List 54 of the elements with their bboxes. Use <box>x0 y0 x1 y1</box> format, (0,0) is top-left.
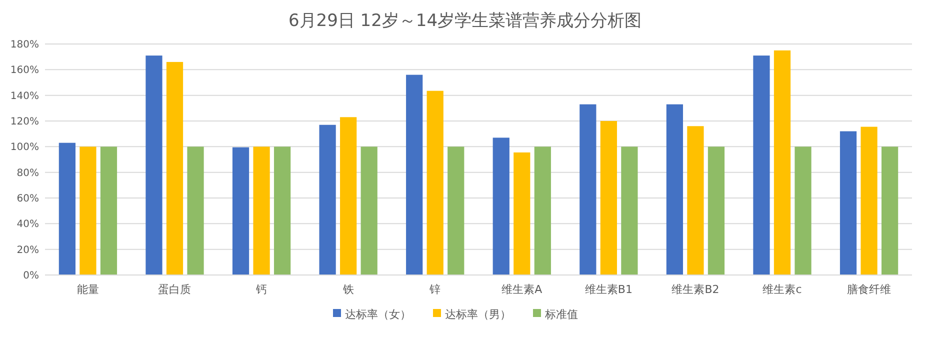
x-tick-label: 锌 <box>428 283 441 296</box>
bar <box>426 90 444 275</box>
y-tick-label: 120% <box>10 116 39 128</box>
bar <box>514 152 530 275</box>
bar <box>580 104 596 275</box>
bar <box>882 146 898 275</box>
y-tick-label: 60% <box>16 194 39 204</box>
bar <box>448 146 464 275</box>
bar <box>80 146 96 275</box>
bar <box>319 124 336 275</box>
bar <box>708 146 725 275</box>
x-tick-label: 膳食纤维 <box>847 283 892 296</box>
y-tick-label: 40% <box>16 219 39 230</box>
bar <box>360 146 378 275</box>
bar <box>774 50 791 275</box>
bar <box>794 146 812 275</box>
bar <box>753 56 770 275</box>
y-tick-label: 100% <box>10 142 39 154</box>
y-tick-label: 0% <box>23 270 39 282</box>
bar <box>253 146 270 275</box>
bar <box>534 146 551 275</box>
y-tick-label: 180% <box>10 40 39 50</box>
bar <box>406 74 423 275</box>
x-tick-label: 铁 <box>342 283 354 296</box>
x-tick-label: 钙 <box>255 283 268 296</box>
bar <box>232 147 250 275</box>
bar <box>666 104 684 275</box>
bar <box>621 146 638 275</box>
x-tick-label: 维生素A <box>502 283 543 296</box>
legend-label: 标准值 <box>544 308 578 321</box>
bar <box>166 62 184 275</box>
x-tick-label: 维生素B1 <box>584 283 632 296</box>
y-tick-label: 140% <box>10 90 39 102</box>
bar <box>340 117 357 275</box>
y-tick-label: 160% <box>10 65 39 76</box>
bar <box>100 146 118 275</box>
bar <box>274 146 291 275</box>
legend-label: 达标率（男） <box>445 308 511 321</box>
y-tick-label: 20% <box>16 244 39 256</box>
y-tick-label: 80% <box>16 168 39 179</box>
bar <box>687 126 704 275</box>
bar <box>146 56 162 275</box>
legend-label: 达标率（女） <box>345 308 411 321</box>
x-tick-label: 维生素B2 <box>672 283 720 296</box>
chart-title: 6月29日 12岁～14岁学生菜谱营养成分分析图 <box>288 11 642 31</box>
bar <box>187 146 204 275</box>
bar <box>860 126 878 275</box>
x-tick-label: 蛋白质 <box>158 283 192 296</box>
bar <box>840 131 857 275</box>
bar <box>600 121 617 275</box>
x-tick-label: 能量 <box>76 283 99 296</box>
bar <box>492 138 510 275</box>
x-tick-label: 维生素c <box>762 283 802 296</box>
bar <box>58 142 76 275</box>
